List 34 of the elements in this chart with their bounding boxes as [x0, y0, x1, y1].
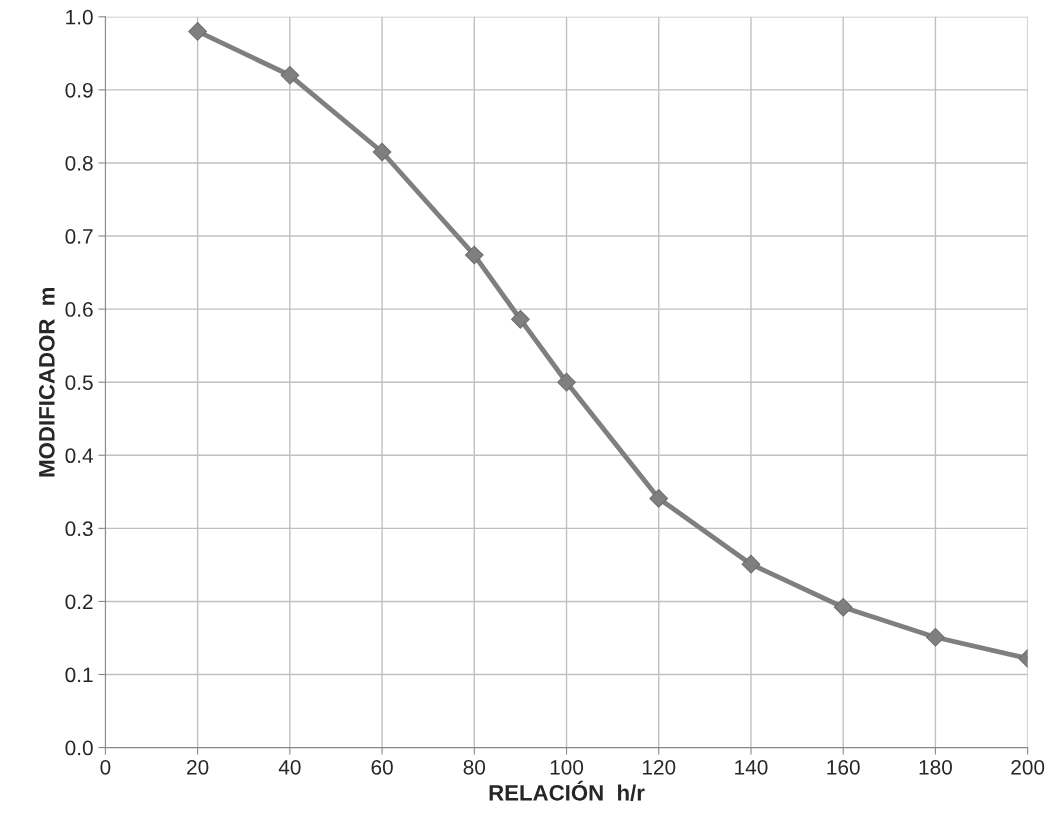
x-tick-label: 40 — [278, 759, 301, 775]
y-tick-label: 1.0 — [66, 9, 93, 25]
y-tick-label: 0.2 — [65, 594, 93, 610]
y-tick-label: 0.5 — [65, 375, 93, 390]
y-tick-label: 0.0 — [65, 740, 93, 756]
point — [280, 65, 300, 85]
x-tick-label: 100 — [550, 759, 584, 775]
x-tick-label: 200 — [1011, 759, 1045, 775]
point — [741, 554, 761, 574]
point — [926, 627, 945, 647]
point — [372, 142, 392, 162]
x-tick-label: 20 — [187, 759, 209, 775]
x-axis-title: RELACIÓN h/r — [489, 780, 645, 801]
y-tick-label: 0.4 — [65, 448, 93, 464]
x-tick-label: 160 — [827, 759, 860, 775]
x-tick-label: 120 — [642, 759, 676, 775]
y-tick-label: 0.7 — [65, 229, 93, 244]
point — [188, 22, 207, 41]
x-tick-label: 140 — [735, 759, 768, 775]
x-tick-label: 80 — [463, 759, 486, 775]
point — [464, 245, 484, 265]
y-tick-label: 0.3 — [65, 521, 93, 537]
point — [833, 597, 853, 617]
y-tick-label: 0.9 — [65, 82, 93, 98]
point — [649, 489, 669, 508]
x-tick-label: 0 — [100, 759, 111, 775]
y-tick-label: 0.6 — [65, 302, 93, 317]
y-axis-title: MODIFICADOR m — [38, 287, 55, 477]
point — [511, 309, 530, 329]
point — [557, 372, 576, 392]
y-tick-label: 0.8 — [65, 155, 93, 171]
x-tick-label: 60 — [371, 759, 393, 775]
y-tick-label: 0.1 — [65, 667, 93, 683]
x-tick-label: 180 — [919, 759, 952, 775]
